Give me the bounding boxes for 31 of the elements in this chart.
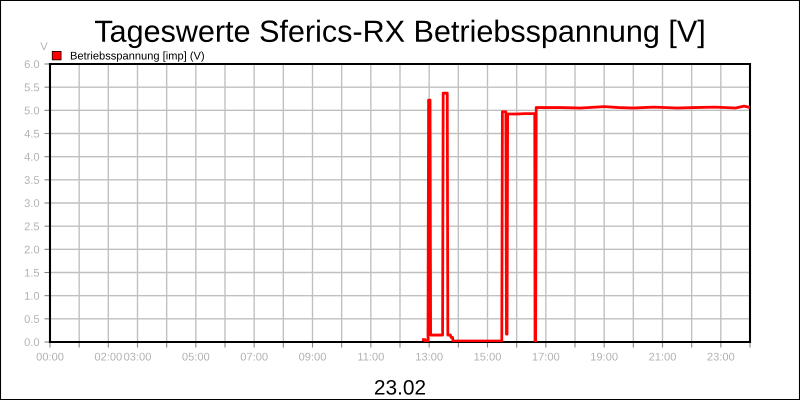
line-series: [422, 92, 750, 342]
y-axis-title: V: [40, 42, 48, 50]
x-tick-label: 23:00: [707, 352, 734, 361]
y-tick-label: 4.0: [24, 152, 40, 161]
y-tick-label: 0.0: [24, 338, 40, 346]
y-tick-label: 1.0: [24, 292, 40, 300]
x-tick-label: 13:00: [416, 352, 443, 361]
y-tick-label: 5.5: [24, 84, 40, 92]
y-tick-label: 6.0: [24, 60, 40, 68]
y-tick-label: 3.5: [24, 176, 40, 184]
x-tick-label: 21:00: [649, 352, 676, 361]
y-tick-label: 2.5: [24, 222, 40, 230]
y-tick-label: 4.5: [24, 130, 40, 138]
x-tick-label: 19:00: [591, 352, 618, 361]
chart-title: Tageswerte Sferics-RX Betriebsspannung [V]: [95, 20, 704, 48]
x-tick-label: 07:00: [240, 352, 268, 361]
x-tick-label: 11:00: [358, 352, 384, 361]
x-axis-title: 23.02: [374, 380, 426, 395]
y-tick-label: 3.0: [24, 199, 40, 208]
y-tick-label: 0.5: [24, 315, 40, 323]
x-tick-label: 09:00: [299, 352, 326, 361]
y-tick-label: 1.5: [24, 268, 40, 277]
x-tick-label: 03:00: [124, 352, 151, 361]
x-tick-label: 15:00: [474, 352, 501, 361]
x-tick-label: 00:00: [36, 352, 64, 361]
y-tick-label: 2.0: [24, 246, 40, 254]
x-tick-label: 02:00: [94, 352, 122, 361]
y-tick-label: 5.0: [24, 106, 40, 114]
x-tick-label: 17:00: [532, 352, 560, 361]
legend-label: Betriebsspannung [imp] (V): [70, 51, 204, 62]
x-tick-label: 05:00: [182, 352, 210, 361]
